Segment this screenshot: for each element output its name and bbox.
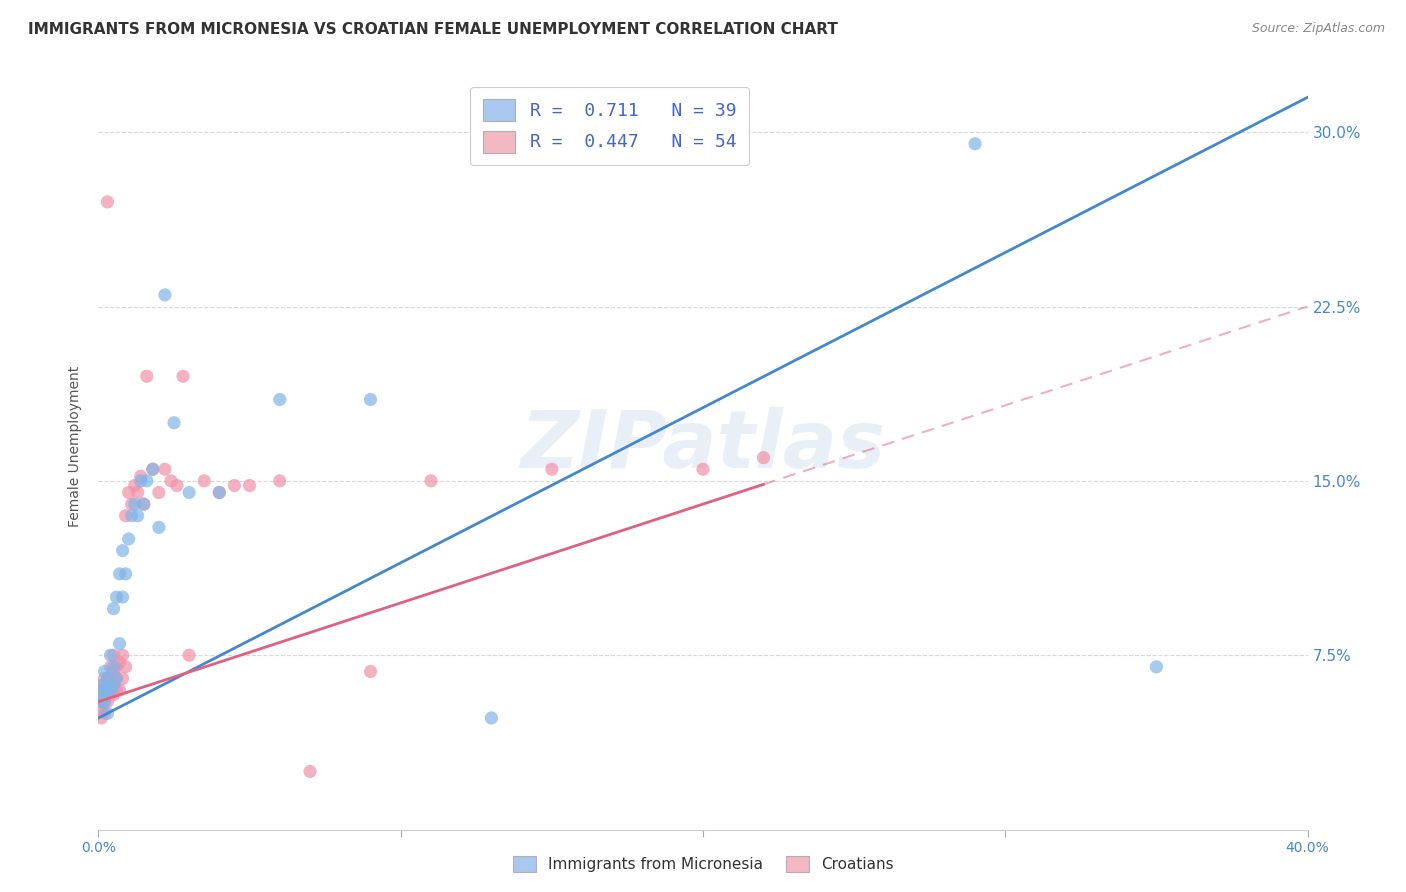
Point: [108, 683, 131, 698]
Point: [93, 672, 115, 686]
Point: [193, 474, 215, 488]
Point: [142, 462, 165, 476]
Point: [100, 648, 122, 663]
Point: [100, 683, 122, 698]
Point: [103, 678, 125, 692]
Point: [148, 520, 170, 534]
Point: [103, 648, 125, 663]
Point: [208, 485, 231, 500]
Legend: Immigrants from Micronesia, Croatians: Immigrants from Micronesia, Croatians: [505, 848, 901, 880]
Point: [129, 474, 152, 488]
Point: [224, 478, 246, 492]
Point: [127, 508, 149, 523]
Point: [172, 369, 194, 384]
Point: [269, 474, 291, 488]
Point: [100, 660, 122, 674]
Point: [103, 601, 125, 615]
Point: [692, 462, 714, 476]
Point: [166, 478, 188, 492]
Point: [135, 369, 157, 384]
Point: [114, 566, 136, 581]
Point: [96, 706, 118, 721]
Point: [90, 688, 112, 702]
Point: [299, 764, 322, 779]
Point: [135, 474, 157, 488]
Point: [132, 497, 155, 511]
Legend: R =  0.711   N = 39, R =  0.447   N = 54: R = 0.711 N = 39, R = 0.447 N = 54: [470, 87, 749, 165]
Point: [420, 474, 443, 488]
Point: [153, 288, 176, 302]
Point: [124, 497, 146, 511]
Point: [103, 678, 125, 692]
Point: [269, 392, 291, 407]
Point: [1144, 660, 1167, 674]
Point: [153, 462, 176, 476]
Point: [93, 683, 115, 698]
Point: [481, 711, 503, 725]
Point: [96, 695, 118, 709]
Point: [114, 508, 136, 523]
Point: [118, 485, 141, 500]
Point: [96, 672, 118, 686]
Point: [132, 497, 155, 511]
Point: [105, 683, 128, 698]
Point: [121, 497, 143, 511]
Point: [111, 543, 134, 558]
Point: [142, 462, 165, 476]
Point: [103, 660, 125, 674]
Text: IMMIGRANTS FROM MICRONESIA VS CROATIAN FEMALE UNEMPLOYMENT CORRELATION CHART: IMMIGRANTS FROM MICRONESIA VS CROATIAN F…: [28, 22, 838, 37]
Point: [148, 485, 170, 500]
Point: [111, 590, 134, 604]
Point: [160, 474, 183, 488]
Point: [90, 695, 112, 709]
Point: [124, 478, 146, 492]
Point: [90, 701, 112, 715]
Point: [105, 590, 128, 604]
Point: [90, 711, 112, 725]
Point: [108, 655, 131, 669]
Point: [100, 672, 122, 686]
Point: [93, 706, 115, 721]
Point: [93, 695, 115, 709]
Point: [179, 648, 201, 663]
Point: [127, 485, 149, 500]
Point: [105, 672, 128, 686]
Point: [103, 665, 125, 679]
Point: [105, 660, 128, 674]
Point: [96, 194, 118, 209]
Point: [239, 478, 262, 492]
Point: [129, 469, 152, 483]
Text: ZIPatlas: ZIPatlas: [520, 407, 886, 485]
Point: [111, 672, 134, 686]
Point: [90, 678, 112, 692]
Point: [114, 660, 136, 674]
Point: [96, 672, 118, 686]
Point: [105, 672, 128, 686]
Point: [208, 485, 231, 500]
Point: [96, 683, 118, 698]
Point: [360, 665, 382, 679]
Point: [108, 637, 131, 651]
Point: [121, 508, 143, 523]
Point: [90, 683, 112, 698]
Point: [90, 678, 112, 692]
Point: [96, 683, 118, 698]
Point: [360, 392, 382, 407]
Point: [965, 136, 987, 151]
Text: Source: ZipAtlas.com: Source: ZipAtlas.com: [1251, 22, 1385, 36]
Point: [103, 688, 125, 702]
Point: [752, 450, 775, 465]
Point: [90, 695, 112, 709]
Point: [111, 648, 134, 663]
Point: [540, 462, 562, 476]
Point: [93, 665, 115, 679]
Point: [100, 683, 122, 698]
Y-axis label: Female Unemployment: Female Unemployment: [69, 366, 83, 526]
Point: [163, 416, 186, 430]
Point: [108, 566, 131, 581]
Point: [179, 485, 201, 500]
Point: [93, 695, 115, 709]
Point: [90, 688, 112, 702]
Point: [118, 532, 141, 546]
